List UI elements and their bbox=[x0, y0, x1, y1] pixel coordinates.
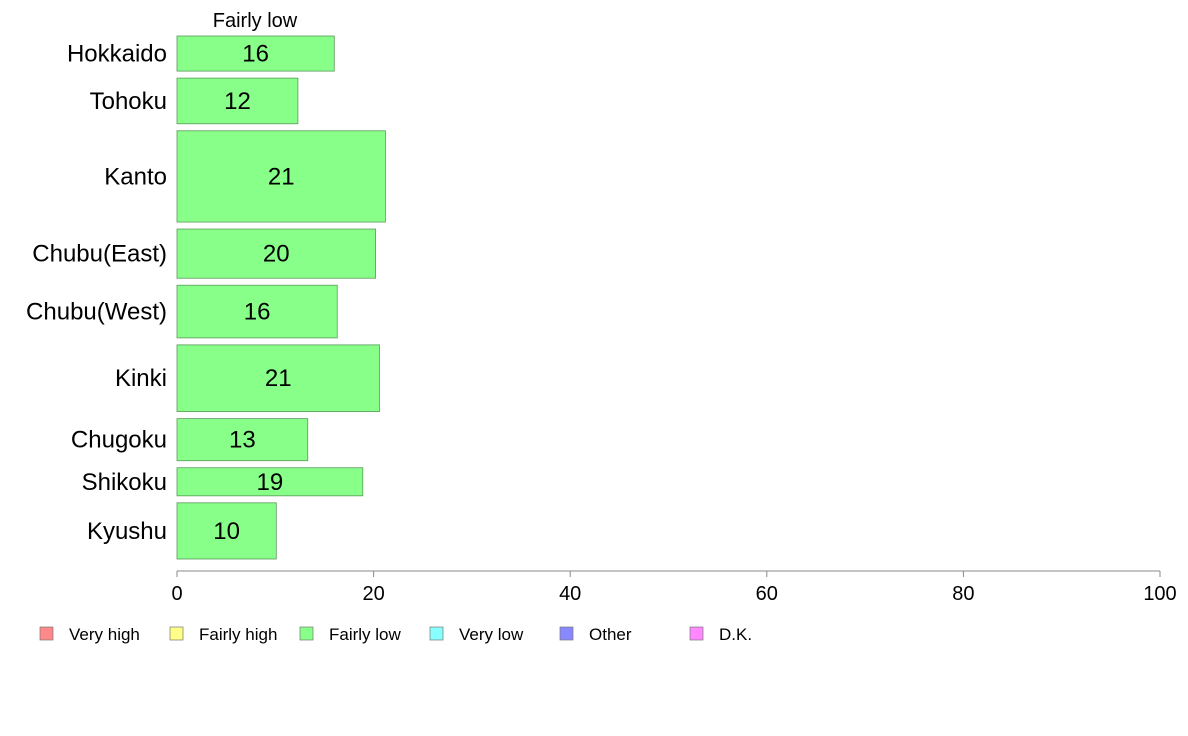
bar-kinki bbox=[176, 344, 380, 412]
bar-value-label: 20 bbox=[263, 241, 290, 268]
column-header: Fairly low bbox=[213, 10, 298, 32]
x-tick-label: 100 bbox=[1143, 583, 1176, 605]
legend-swatch bbox=[559, 626, 574, 641]
category-label: Tohoku bbox=[90, 88, 167, 115]
bar-value-label: 13 bbox=[229, 427, 256, 454]
legend-label: D.K. bbox=[719, 625, 752, 644]
legend-label: Fairly low bbox=[329, 625, 402, 644]
category-label: Shikoku bbox=[82, 469, 167, 496]
bar-value-label: 10 bbox=[213, 518, 240, 545]
x-tick-label: 60 bbox=[756, 583, 778, 605]
category-label: Kanto bbox=[104, 163, 167, 190]
bar-kyushu bbox=[176, 502, 277, 560]
category-label: Chubu(East) bbox=[32, 241, 167, 268]
legend-swatch bbox=[429, 626, 444, 641]
bar-hokkaido bbox=[176, 35, 335, 72]
legend-swatch bbox=[169, 626, 184, 641]
bar-value-label: 21 bbox=[268, 163, 295, 190]
bar-tohoku bbox=[176, 77, 299, 125]
legend-label: Fairly high bbox=[199, 625, 277, 644]
legend-label: Very low bbox=[459, 625, 524, 644]
bar-chugoku bbox=[176, 418, 309, 462]
bar-value-label: 19 bbox=[257, 469, 284, 496]
bar-chubu-east- bbox=[176, 228, 376, 279]
bars-group: 16 Hokkaido 12 Tohoku 21 Kanto 20 Chubu(East) 16… bbox=[26, 35, 386, 560]
legend-swatch bbox=[39, 626, 54, 641]
category-label: Chubu(West) bbox=[26, 299, 167, 326]
x-tick-label: 40 bbox=[559, 583, 581, 605]
bar-value-label: 16 bbox=[242, 41, 269, 68]
bar-chubu-west- bbox=[176, 284, 338, 339]
legend-label: Very high bbox=[69, 625, 140, 644]
legend-swatch bbox=[299, 626, 314, 641]
bar-value-label: 16 bbox=[244, 299, 271, 326]
x-tick-label: 0 bbox=[171, 583, 182, 605]
x-tick-label: 80 bbox=[952, 583, 974, 605]
bar-value-label: 12 bbox=[224, 88, 251, 115]
category-label: Kinki bbox=[115, 365, 167, 392]
legend-label: Other bbox=[589, 625, 632, 644]
category-label: Kyushu bbox=[87, 518, 167, 545]
category-label: Chugoku bbox=[71, 427, 167, 454]
legend-swatch bbox=[689, 626, 704, 641]
legend: Very high Fairly high Fairly low Very low Ot… bbox=[39, 625, 752, 644]
bar-shikoku bbox=[176, 467, 364, 497]
x-tick-label: 20 bbox=[362, 583, 384, 605]
bar-value-label: 21 bbox=[265, 365, 292, 392]
x-axis: 0 20 40 60 80 100 bbox=[171, 570, 1177, 605]
bar-kanto bbox=[176, 130, 386, 223]
category-label: Hokkaido bbox=[67, 41, 167, 68]
